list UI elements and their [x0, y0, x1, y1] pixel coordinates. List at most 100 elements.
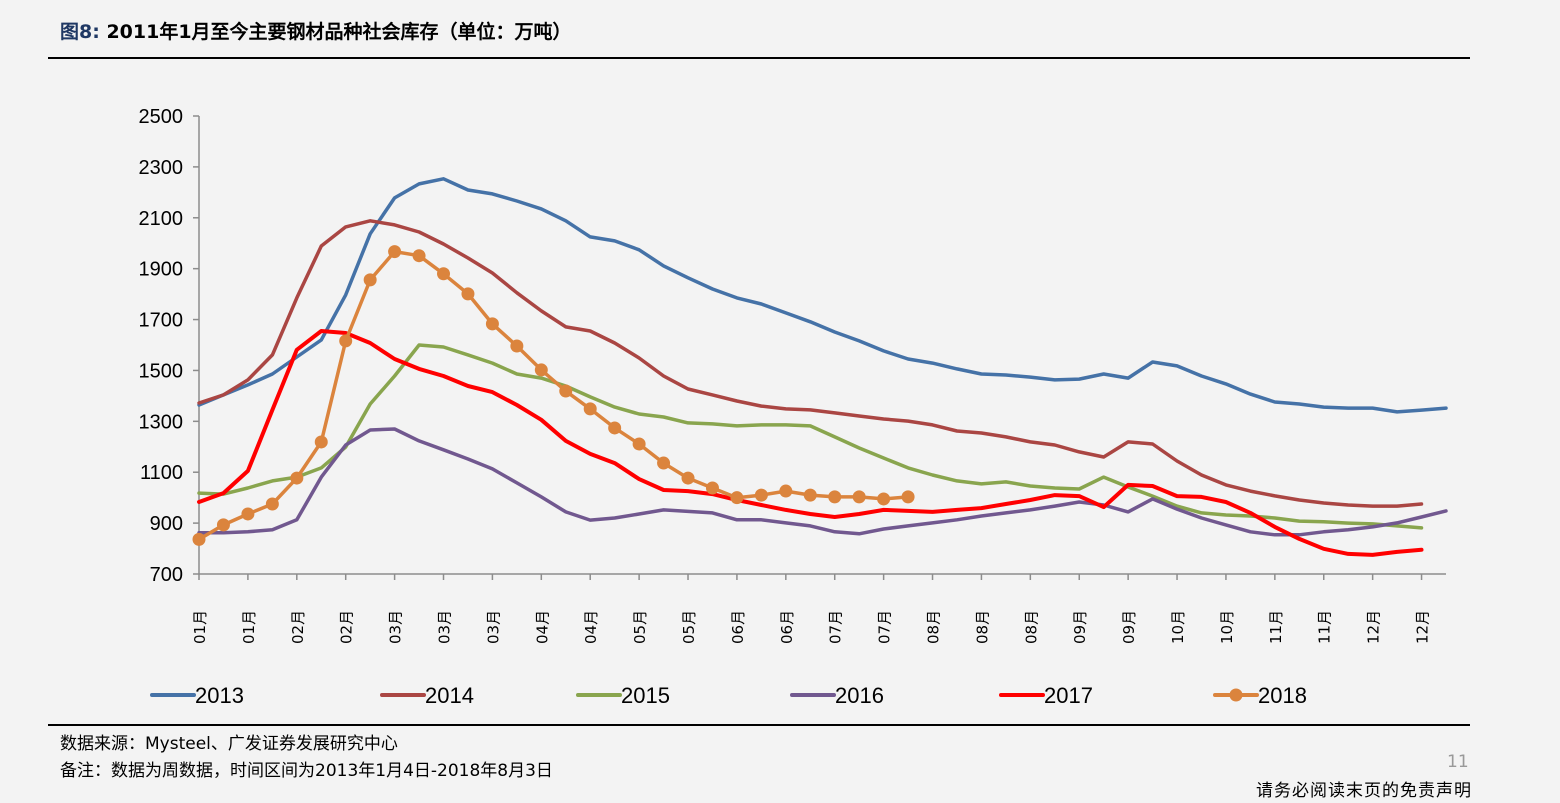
data-point — [412, 249, 426, 263]
data-point — [534, 363, 548, 377]
legend-label: 2015 — [621, 683, 670, 708]
data-point — [681, 471, 695, 485]
legend-label: 2014 — [425, 683, 474, 708]
series-2013 — [197, 177, 1448, 414]
x-tick-label: 11月 — [1267, 610, 1285, 644]
page-number: 11 — [1447, 752, 1469, 772]
legend-item-2016: 2016 — [790, 683, 884, 708]
data-point — [779, 484, 793, 498]
x-tick-label: 07月 — [827, 610, 845, 644]
series-layer — [192, 177, 1448, 557]
y-tick-label: 1300 — [139, 411, 184, 433]
x-tick-label: 04月 — [582, 610, 600, 644]
data-point — [461, 287, 475, 301]
data-point — [877, 492, 891, 506]
legend-label: 2013 — [195, 683, 244, 708]
x-tick-label: 08月 — [1022, 610, 1040, 644]
y-tick-label: 1900 — [139, 259, 184, 281]
y-tick-label: 1500 — [139, 360, 184, 382]
x-tick-label: 11月 — [1316, 610, 1334, 644]
x-tick-label: 07月 — [876, 610, 894, 644]
data-point — [632, 437, 646, 451]
legend-item-2014: 2014 — [380, 683, 474, 708]
data-point — [828, 490, 842, 504]
series-2014 — [197, 219, 1424, 508]
disclaimer: 请务必阅读末页的免责声明 — [1256, 781, 1472, 801]
x-tick-label: 10月 — [1169, 610, 1187, 644]
legend-label: 2017 — [1044, 683, 1093, 708]
data-point — [705, 481, 719, 495]
x-tick-label: 03月 — [387, 610, 405, 644]
top-divider — [48, 57, 1470, 59]
x-axis: 01月 01月 02月 02月 03月 03月 03月 04月 04月 05月 05月 06月 06月 0… — [191, 573, 1446, 644]
legend-item-2017: 2017 — [999, 683, 1093, 708]
series-line-2013 — [197, 177, 1448, 414]
legend-item-2015: 2015 — [576, 683, 670, 708]
x-tick-label: 01月 — [191, 610, 209, 644]
data-point — [290, 471, 304, 485]
x-tick-label: 02月 — [338, 610, 356, 644]
series-line-2018 — [197, 249, 910, 542]
data-point — [852, 490, 866, 504]
data-point — [314, 435, 328, 449]
data-point — [730, 491, 744, 505]
data-point — [901, 490, 915, 504]
x-tick-label: 12月 — [1414, 610, 1432, 644]
data-point — [754, 488, 768, 502]
legend-label: 2018 — [1258, 683, 1307, 708]
y-tick-label: 2100 — [139, 208, 184, 230]
x-tick-label: 05月 — [680, 610, 698, 644]
data-point — [583, 402, 597, 416]
figure-title: 图8: 2011年1月至今主要钢材品种社会库存（单位：万吨） — [60, 17, 572, 44]
x-tick-label: 06月 — [729, 610, 747, 644]
x-tick-label: 02月 — [289, 610, 307, 644]
figure-number: 图8: — [60, 21, 100, 43]
data-point — [216, 518, 230, 532]
data-point — [363, 273, 377, 287]
x-tick-label: 08月 — [973, 610, 991, 644]
series-line-2017 — [197, 329, 1424, 557]
x-tick-label: 05月 — [631, 610, 649, 644]
series-2017 — [197, 329, 1424, 557]
legend: 2013 2014 2015 2016 2017 2018 — [150, 683, 1307, 708]
legend-item-2018: 2018 — [1213, 683, 1307, 708]
x-tick-label: 09月 — [1120, 610, 1138, 644]
data-point — [437, 267, 451, 281]
x-tick-label: 03月 — [436, 610, 454, 644]
x-tick-label: 06月 — [778, 610, 796, 644]
series-line-2016 — [197, 427, 1448, 537]
data-point — [803, 488, 817, 502]
data-point — [192, 532, 206, 546]
remark-note: 备注：数据为周数据，时间区间为2013年1月4日-2018年8月3日 — [60, 761, 553, 781]
data-point — [510, 339, 524, 353]
data-point — [657, 456, 671, 470]
data-point — [559, 384, 573, 398]
x-tick-label: 01月 — [240, 610, 258, 644]
y-tick-label: 900 — [150, 513, 183, 535]
data-source-note: 数据来源：Mysteel、广发证券发展研究中心 — [60, 734, 398, 754]
series-2018 — [192, 245, 915, 546]
data-point — [388, 245, 402, 259]
series-line-2014 — [197, 219, 1424, 508]
line-chart: 700 900 1100 1300 1500 1700 1900 2100 2300 2500 0… — [139, 106, 1448, 708]
data-point — [265, 497, 279, 511]
data-point — [485, 317, 499, 331]
bottom-divider — [48, 724, 1470, 726]
y-axis: 700 900 1100 1300 1500 1700 1900 2100 2300 2500 — [139, 106, 200, 586]
data-point — [339, 334, 353, 348]
x-tick-label: 03月 — [484, 610, 502, 644]
figure-title-text: 2011年1月至今主要钢材品种社会库存（单位：万吨） — [106, 21, 572, 43]
x-tick-label: 09月 — [1071, 610, 1089, 644]
data-point — [241, 507, 255, 521]
x-tick-label: 10月 — [1218, 610, 1236, 644]
y-tick-label: 2300 — [139, 157, 184, 179]
series-line-2015 — [197, 343, 1424, 530]
legend-marker — [1229, 688, 1243, 702]
x-tick-label: 04月 — [533, 610, 551, 644]
y-tick-label: 1100 — [140, 462, 183, 484]
legend-label: 2016 — [835, 683, 884, 708]
data-point — [608, 421, 622, 435]
series-2016 — [197, 427, 1448, 537]
y-tick-label: 700 — [150, 564, 183, 586]
series-2015 — [197, 343, 1424, 530]
